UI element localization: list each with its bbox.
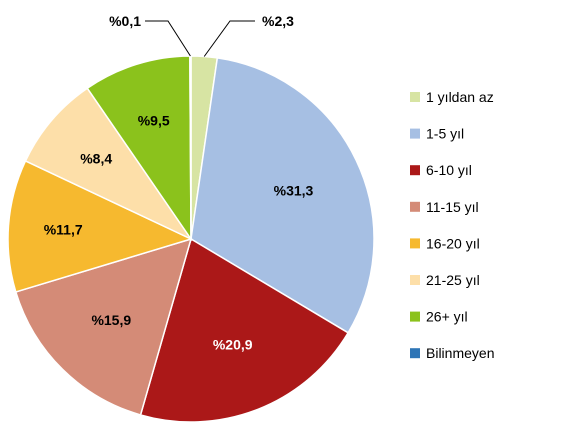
legend-swatch-bilinmeyen [410, 348, 420, 359]
legend-label-bilinmeyen: Bilinmeyen [426, 345, 494, 361]
legend-label-16-20-yil: 16-20 yıl [426, 235, 480, 251]
slice-value-label-16-20-yil: %11,7 [44, 222, 83, 238]
slice-value-label-1-5-yil: %31,3 [274, 182, 314, 198]
slice-value-label-21-25-yil: %8,4 [80, 150, 112, 166]
pie-slice-11-15-yil [14, 237, 193, 416]
legend: 1 yıldan az 1-5 yıl 6-10 yıl 11-15 yıl 16-20… [410, 89, 494, 361]
legend-label-1-yildan-az: 1 yıldan az [426, 89, 494, 105]
legend-swatch-26plus-yil [410, 311, 420, 322]
legend-swatch-21-25-yil [410, 275, 420, 285]
pie-slice-26plus-yil [86, 55, 192, 242]
slice-value-label-26plus-yil: %9,5 [138, 112, 170, 128]
pie-slice-16-20-yil [7, 159, 194, 293]
legend-swatch-1-yildan-az [410, 92, 420, 102]
legend-swatch-1-5-yil [410, 128, 420, 139]
legend-label-21-25-yil: 21-25 yıl [426, 272, 480, 288]
pie-slice-6-10-yil [139, 237, 350, 423]
slice-labels: %2,3 %31,3 %20,9 %15,9 %11,7 %8,4 %9,5 %0,1 [44, 13, 314, 353]
pie-slices [7, 55, 375, 423]
slice-value-label-6-10-yil: %20,9 [213, 337, 253, 353]
slice-value-label-1-yildan-az: %2,3 [262, 13, 294, 29]
legend-label-11-15-yil: 11-15 yıl [426, 199, 479, 215]
pie-slice-1-5-yil [190, 57, 375, 334]
legend-swatch-16-20-yil [410, 238, 420, 249]
legend-swatch-6-10-yil [410, 165, 420, 176]
legend-label-26plus-yil: 26+ yıl [426, 309, 468, 325]
callout-line-1-yildan-az [203, 20, 255, 57]
legend-label-6-10-yil: 6-10 yıl [426, 162, 472, 178]
slice-value-label-bilinmeyen: %0,1 [109, 13, 141, 29]
pie-slice-21-25-yil [24, 87, 194, 241]
slice-value-label-11-15-yil: %15,9 [91, 312, 131, 328]
callout-lines [145, 20, 255, 57]
legend-label-1-5-yil: 1-5 yıl [426, 126, 464, 142]
legend-swatch-11-15-yil [410, 201, 420, 212]
callout-line-bilinmeyen [145, 20, 191, 57]
